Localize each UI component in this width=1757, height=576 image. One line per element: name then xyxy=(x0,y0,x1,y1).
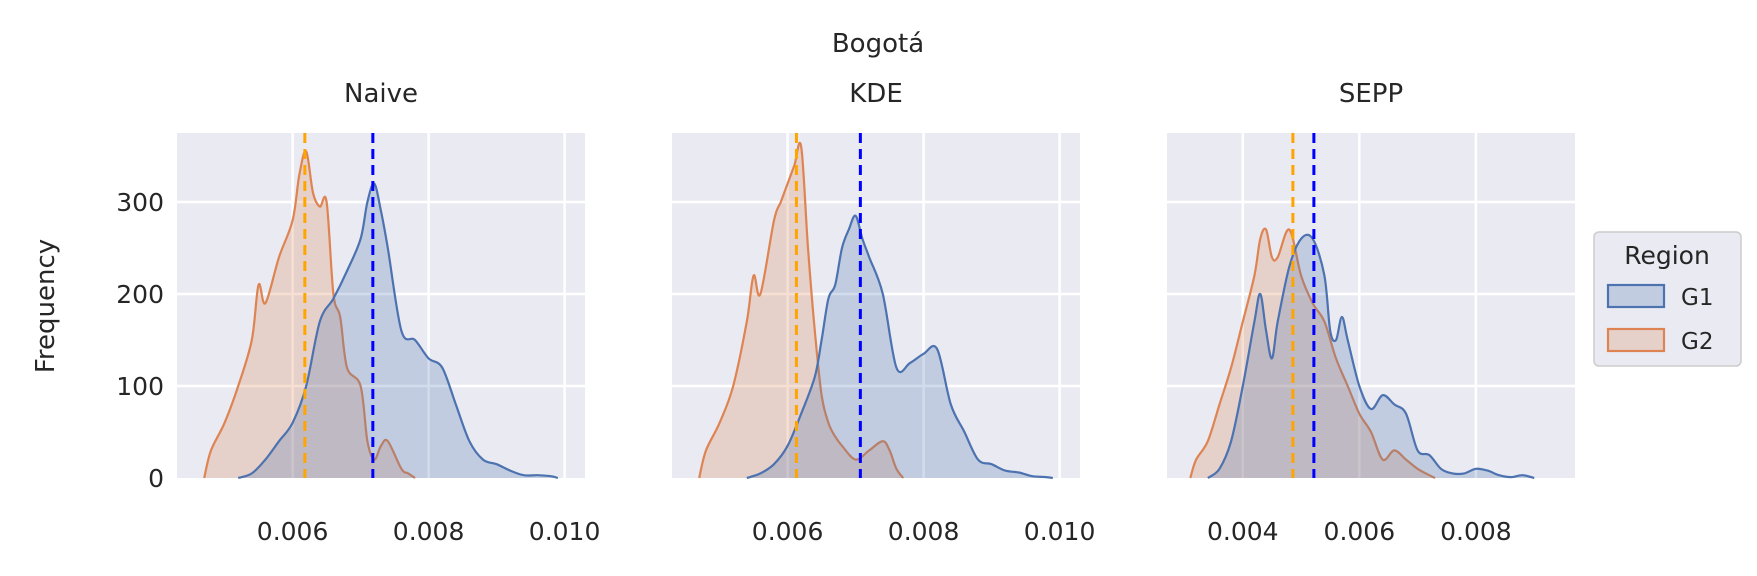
y-tick-label: 200 xyxy=(116,280,164,309)
density-line-g1 xyxy=(1207,233,1535,480)
legend-label-g2: G2 xyxy=(1681,329,1713,355)
density-line-g2 xyxy=(1189,227,1436,479)
x-tick-label: 0.008 xyxy=(393,517,465,546)
y-axis-label: Frequency xyxy=(31,239,61,373)
density-area-g2 xyxy=(699,142,904,478)
legend-swatch-g1 xyxy=(1606,283,1666,309)
density-area-g1 xyxy=(746,215,1053,479)
suptitle: Bogotá xyxy=(832,29,924,59)
density-area-g1 xyxy=(1207,234,1535,478)
legend-swatch-g2 xyxy=(1606,327,1666,353)
subplot-title: SEPP xyxy=(1339,79,1403,109)
density-line-g2 xyxy=(203,149,416,479)
x-tick-label: 0.006 xyxy=(257,517,329,546)
density-line-g1 xyxy=(237,182,559,480)
subplot-kde: KDE 0.006 0.008 0.010 xyxy=(672,79,1095,546)
density-line-g2 xyxy=(698,141,905,479)
legend-frame xyxy=(1593,231,1742,367)
subplots: Naive 0.006 0.008 0.010 0 100 200 300 KDE 0.006 0.… xyxy=(116,79,1575,546)
subplot-title: KDE xyxy=(849,79,903,109)
x-tick-label: 0.006 xyxy=(752,517,824,546)
x-tick-label: 0.008 xyxy=(888,517,960,546)
subplot-title: Naive xyxy=(344,79,418,109)
x-tick-label: 0.010 xyxy=(529,517,601,546)
plot-background xyxy=(177,133,585,478)
legend-title: Region xyxy=(1624,241,1710,270)
density-line-g1 xyxy=(746,214,1053,480)
x-tick-label: 0.006 xyxy=(1324,517,1396,546)
x-tick-label: 0.010 xyxy=(1024,517,1096,546)
legend: Region G1 G2 xyxy=(1593,231,1742,367)
x-tick-label: 0.008 xyxy=(1440,517,1512,546)
subplot-sepp: SEPP 0.004 0.006 0.008 xyxy=(1167,79,1575,546)
plot-background xyxy=(672,133,1080,478)
y-tick-label: 100 xyxy=(116,372,164,401)
density-area-g1 xyxy=(238,183,558,479)
y-tick-label: 300 xyxy=(116,188,164,217)
legend-label-g1: G1 xyxy=(1681,285,1713,311)
y-tick-label: 0 xyxy=(148,464,164,493)
x-tick-label: 0.004 xyxy=(1207,517,1279,546)
subplot-naive: Naive 0.006 0.008 0.010 0 100 200 300 xyxy=(116,79,600,546)
